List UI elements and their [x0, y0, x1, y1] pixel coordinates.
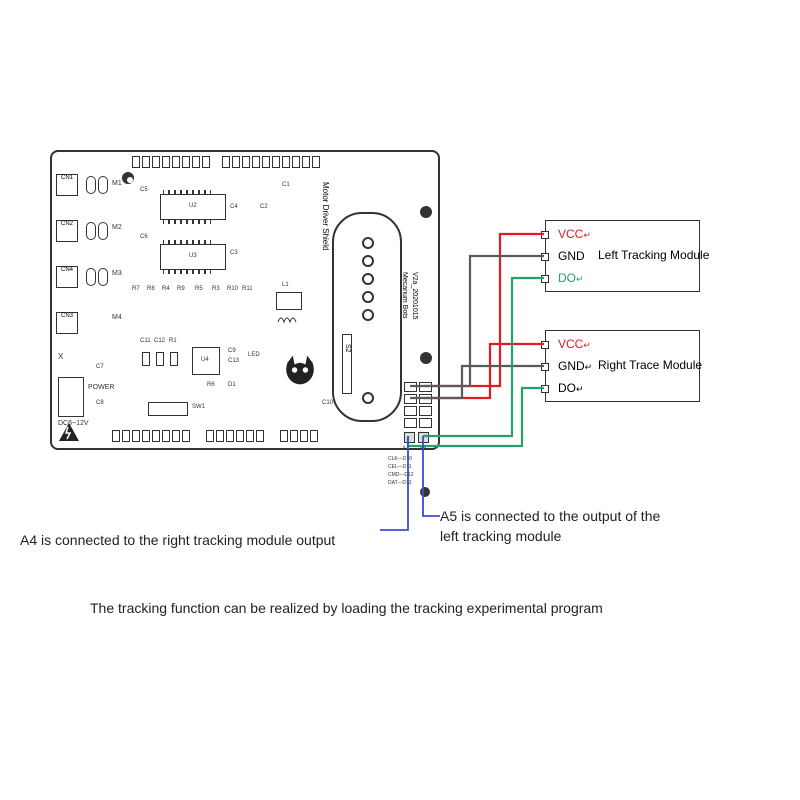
left-gnd: GND	[558, 249, 585, 263]
wire-right-vcc	[424, 344, 544, 398]
res-r1	[170, 352, 178, 366]
wire-left-do	[423, 278, 544, 436]
motor-m3: M3	[112, 270, 122, 277]
caption-a5-2: left tracking module	[440, 528, 561, 544]
mount-hole-r	[420, 352, 432, 364]
chip-u3: U3	[160, 244, 226, 270]
power-connector	[58, 377, 84, 417]
header-top	[132, 156, 412, 170]
mount-hole-tl	[122, 172, 134, 184]
left-do: DO↵	[558, 271, 584, 285]
diode-d8	[98, 176, 108, 194]
right-gnd: GND↵	[558, 359, 592, 373]
inductor-l1	[276, 292, 302, 310]
switch-sw1	[148, 402, 188, 416]
caption-a5-1: A5 is connected to the output of the	[440, 508, 660, 524]
header-bottom	[112, 430, 412, 444]
cn2-label: CN2	[61, 221, 73, 227]
connector-cn4: CN4	[56, 266, 78, 288]
power-label: POWER	[88, 384, 114, 391]
pin-a5	[418, 432, 429, 443]
x-mark: X	[58, 352, 63, 361]
diode-d3	[86, 222, 96, 240]
chip-u4: U4	[192, 347, 220, 375]
diode-d5	[86, 268, 96, 286]
motor-m4: M4	[112, 314, 122, 321]
a4a5-pins	[404, 432, 432, 446]
usb-holes	[356, 234, 380, 324]
motor-m1: M1	[112, 180, 122, 187]
coil-icon	[276, 312, 302, 324]
board-version: V2a_20201015	[411, 272, 418, 320]
left-vcc: VCC↵	[558, 227, 591, 241]
wire-left-vcc	[424, 234, 544, 386]
board-title: Motor Driver Shield	[321, 182, 330, 250]
mount-hole-tr	[420, 206, 432, 218]
pin-a4	[404, 432, 415, 443]
mount-hole-br	[420, 487, 430, 497]
board-subtitle: Mecanum Bots	[401, 272, 408, 319]
diode-d6	[98, 268, 108, 286]
left-module-title: Left Tracking Module	[598, 248, 709, 262]
cat-icon	[282, 352, 318, 388]
connector-cn1: CN1	[56, 174, 78, 196]
cn4-label: CN4	[61, 267, 73, 273]
right-vcc: VCC↵	[558, 337, 591, 351]
right-do: DO↵	[558, 381, 584, 395]
usb-outline: S2	[332, 212, 402, 422]
a4-label: A4	[402, 446, 409, 452]
cap-c12	[156, 352, 164, 366]
chip-u2: U2	[160, 194, 226, 220]
cn3-label: CN3	[61, 313, 73, 319]
cn1-label: CN1	[61, 175, 73, 181]
cap-c11	[142, 352, 150, 366]
caption-bottom: The tracking function can be realized by…	[90, 600, 603, 616]
s2-header	[342, 334, 352, 394]
a5-label: A5	[419, 446, 426, 452]
diagram-root: CN1 CN2 CN4 CN3 M1 M2 M3 M4 U2 U3 C5 C6 …	[0, 0, 800, 800]
diode-d4	[98, 222, 108, 240]
esd-icon	[58, 422, 80, 442]
right-module-title: Right Trace Module	[598, 358, 702, 372]
caption-a4: A4 is connected to the right tracking mo…	[20, 532, 335, 548]
pcb-board: CN1 CN2 CN4 CN3 M1 M2 M3 M4 U2 U3 C5 C6 …	[50, 150, 440, 450]
connector-cn3: CN3	[56, 312, 78, 334]
motor-m2: M2	[112, 224, 122, 231]
connector-cn2: CN2	[56, 220, 78, 242]
header-2x4	[404, 382, 432, 428]
diode-d7	[86, 176, 96, 194]
usb-hole-bottom	[362, 392, 374, 404]
